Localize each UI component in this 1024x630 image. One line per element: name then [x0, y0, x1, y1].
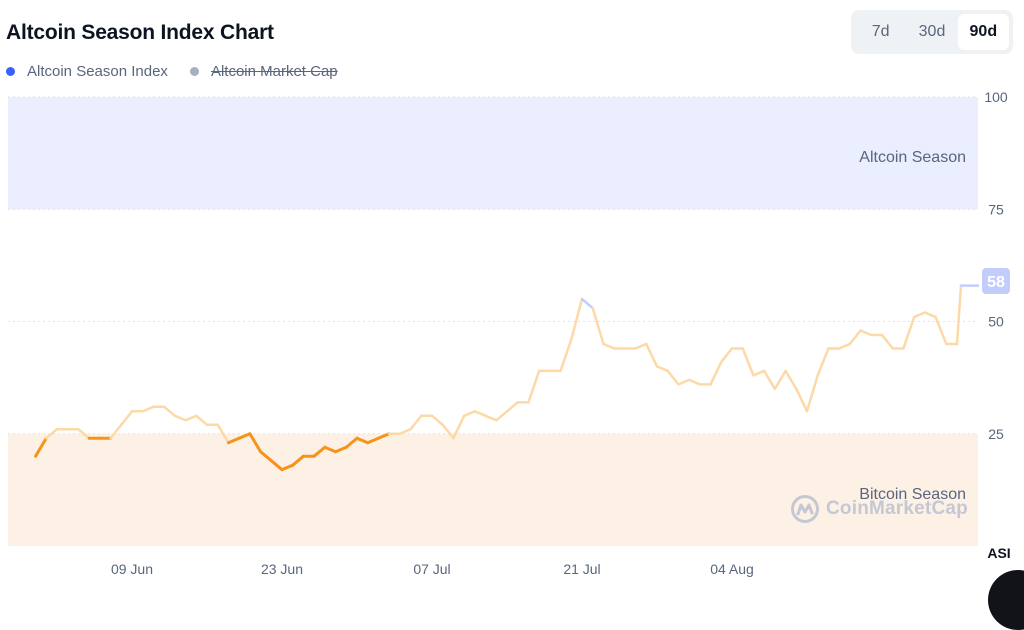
series-line-segment	[902, 315, 916, 350]
y-axis-label: ASI	[987, 545, 1010, 561]
series-line-segment	[677, 378, 691, 386]
x-tick-label: 23 Jun	[261, 561, 303, 577]
series-line-segment	[762, 369, 777, 391]
series-line-segment	[784, 369, 798, 391]
x-tick-label: 21 Jul	[563, 561, 600, 577]
series-line-segment	[141, 405, 155, 413]
altcoin-season-label: Altcoin Season	[859, 149, 966, 166]
series-line-segment	[291, 454, 305, 467]
series-line-segment	[634, 342, 648, 350]
series-line-segment	[687, 378, 702, 386]
series-line-segment	[195, 414, 209, 427]
series-line-segment	[184, 414, 198, 422]
legend-label: Altcoin Market Cap	[210, 63, 338, 80]
y-tick-label: 50	[988, 314, 1004, 330]
series-line-segment	[259, 450, 273, 463]
series-line-segment	[955, 284, 963, 346]
x-tick-label: 07 Jul	[413, 561, 450, 577]
range-90d-button[interactable]: 90d	[957, 14, 1009, 50]
series-line-segment	[709, 360, 723, 386]
series-line-segment	[527, 369, 541, 404]
series-line-segment	[109, 423, 123, 440]
series-line-segment	[162, 405, 177, 418]
series-line-segment	[248, 432, 263, 454]
chart-canvas[interactable]: Altcoin Season Bitcoin Season 255075100 …	[0, 0, 1024, 591]
legend-label: Altcoin Season Index	[27, 63, 168, 80]
series-line-segment	[602, 342, 616, 350]
series-line-segment	[77, 428, 91, 440]
series-line-segment	[741, 347, 755, 377]
series-line-segment	[45, 428, 59, 440]
series-line-segment	[859, 329, 873, 337]
y-tick-label: 75	[988, 201, 1004, 217]
coinmarketcap-logo-icon	[791, 495, 819, 523]
series-line-segment	[376, 432, 391, 440]
series-line-segment	[559, 338, 573, 373]
legend-item-altcoin-market-cap[interactable]: Altcoin Market Cap	[189, 63, 338, 80]
series-line-segment	[334, 445, 348, 454]
series-line-segment	[805, 374, 819, 413]
current-value-label: 58	[987, 274, 1005, 291]
series-line-segment	[280, 463, 295, 472]
bitcoin-season-zone	[8, 433, 978, 546]
legend-dot-icon	[6, 67, 15, 76]
x-tick-label: 09 Jun	[111, 561, 153, 577]
series-line-segment	[934, 315, 948, 346]
series-line-segment	[452, 414, 466, 440]
series-line-segment	[216, 423, 230, 444]
chart-title: Altcoin Season Index Chart	[6, 21, 274, 44]
series-line-segment	[655, 365, 669, 373]
series-line-segment	[430, 414, 444, 427]
series-line-segment	[880, 333, 894, 350]
series-line-segment	[848, 329, 862, 346]
series-line-segment	[323, 445, 338, 454]
series-line-segment	[226, 436, 241, 445]
y-tick-label: 25	[988, 426, 1004, 442]
series-line-segment	[495, 410, 509, 422]
series-line-segment	[773, 369, 787, 391]
altcoin-season-zone	[8, 97, 978, 210]
series-line-segment	[752, 369, 766, 377]
bitcoin-season-label: Bitcoin Season	[859, 486, 966, 503]
series-line-segment	[816, 347, 830, 377]
x-tick-label: 04 Aug	[710, 561, 754, 577]
coinmarketcap-watermark: CoinMarketCap	[790, 494, 968, 524]
series-line-segment	[344, 436, 359, 449]
series-line-segment	[398, 428, 412, 435]
series-line-segment	[505, 401, 519, 413]
current-value-badge: 58	[982, 268, 1010, 294]
series-line-segment	[366, 436, 380, 445]
range-7d-button[interactable]: 7d	[871, 23, 890, 40]
series-line-segment	[462, 410, 477, 418]
series-line-segment	[34, 436, 48, 458]
series-line-segment	[237, 432, 252, 440]
series-line-segment	[484, 414, 498, 422]
series-line-segment	[666, 369, 680, 386]
series-line-segment	[570, 297, 584, 341]
watermark-text: CoinMarketCap	[826, 498, 968, 519]
y-tick-label: 100	[984, 89, 1008, 105]
series-line-segment	[591, 306, 605, 346]
time-range-selector: 7d 30d 90d	[851, 10, 1013, 54]
series-line-segment	[837, 342, 852, 350]
series-line-segment	[923, 311, 937, 319]
series-line-segment	[409, 414, 423, 431]
series-line-segment	[473, 410, 487, 418]
series-line-segment	[720, 347, 734, 364]
series-line-segment	[795, 387, 809, 413]
series-line-segment	[580, 297, 594, 310]
series-line-segment	[312, 445, 327, 458]
series-line-segment	[645, 342, 659, 368]
legend-item-altcoin-season-index[interactable]: Altcoin Season Index	[6, 63, 168, 80]
series-line-segment	[173, 414, 187, 422]
chart-legend: Altcoin Season Index Altcoin Market Cap	[6, 63, 360, 80]
legend-dot-icon	[189, 67, 199, 76]
series-line-segment	[269, 459, 284, 472]
series-line-segment	[355, 436, 370, 445]
series-line-segment	[120, 410, 134, 427]
range-30d-button[interactable]: 30d	[918, 23, 946, 40]
series-line-segment	[912, 311, 927, 319]
series-line-segment	[441, 423, 455, 440]
